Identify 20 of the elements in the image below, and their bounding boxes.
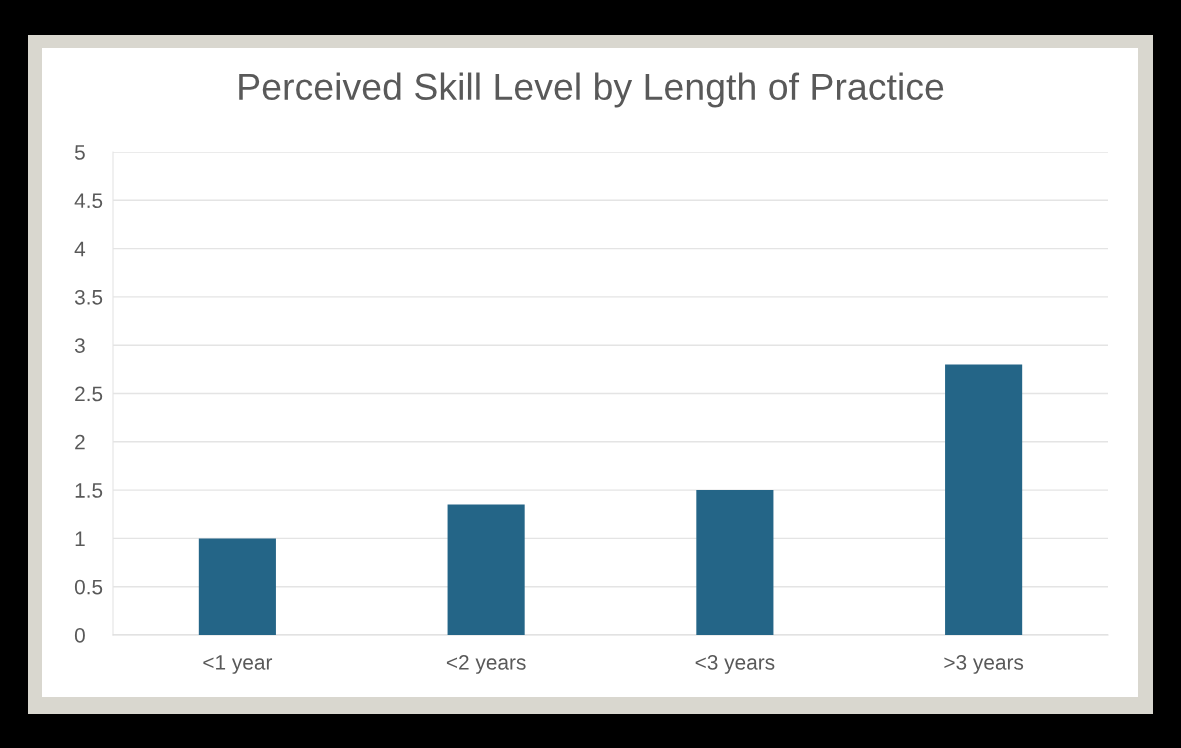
bar [447,504,525,635]
chart-title: Perceived Skill Level by Length of Practice [239,72,944,108]
y-tick-label: 1.5 [75,483,103,498]
y-tick-label: 3.5 [74,289,103,305]
y-tick-label: 5 [74,145,85,160]
y-tick-label: 2.5 [75,386,103,402]
x-tick-label: >3 years [944,654,1024,674]
y-tick-label: 4.5 [74,193,103,209]
x-tick-label: <1 year [203,655,273,674]
x-tick-label: <3 years [695,654,775,674]
bar [945,364,1023,635]
y-tick-label: 3 [74,338,85,353]
bar [198,538,276,635]
y-tick-label: 1 [75,531,85,546]
x-tick-label: <2 years [446,654,526,674]
y-tick-label: 0.5 [74,579,103,595]
y-tick-label: 4 [74,241,86,257]
bar [696,490,774,635]
y-tick-label: 0 [74,628,85,643]
y-tick-label: 2 [75,434,85,450]
